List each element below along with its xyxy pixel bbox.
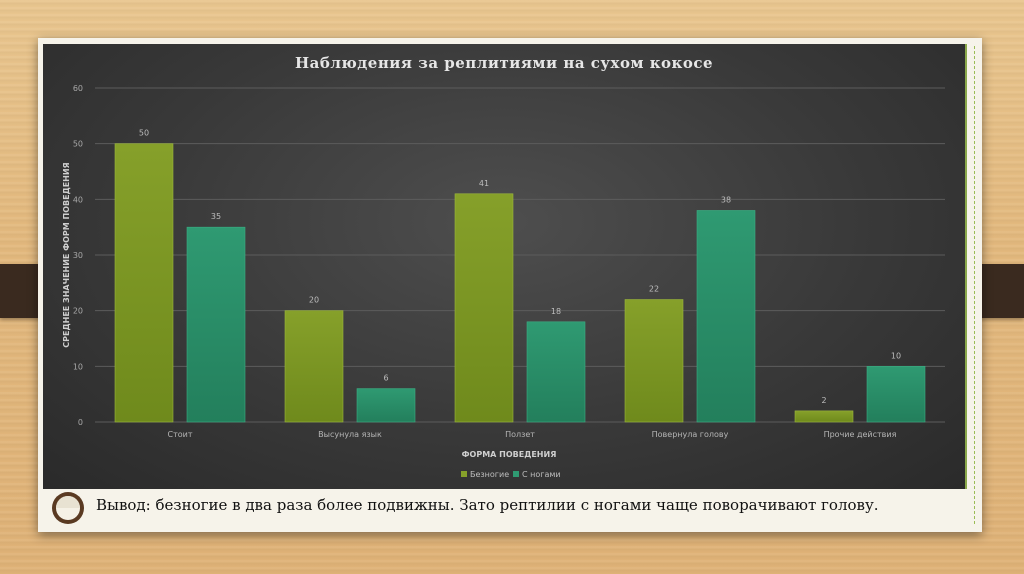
decorative-band-left <box>0 264 44 318</box>
chart-panel: Наблюдения за реплитиями на сухом кокосе… <box>43 44 967 489</box>
bar-chart: Наблюдения за реплитиями на сухом кокосе… <box>62 54 945 479</box>
chart-title: Наблюдения за реплитиями на сухом кокосе <box>295 54 713 72</box>
y-tick-label: 30 <box>73 251 83 260</box>
legend-label: Безногие <box>470 470 509 479</box>
x-tick-label: Высунула язык <box>318 430 382 439</box>
x-tick-label: Повернула голову <box>652 430 729 439</box>
decorative-band-right <box>978 264 1024 318</box>
bar-s-nogami <box>696 210 756 423</box>
y-tick-label: 10 <box>73 362 83 371</box>
data-label: 50 <box>139 129 149 138</box>
data-label: 38 <box>721 195 731 204</box>
x-axis-label: ФОРМА ПОВЕДЕНИЯ <box>462 450 557 459</box>
bar-bezngie <box>624 299 684 423</box>
data-label: 20 <box>309 296 319 305</box>
bar-bezngie <box>114 143 174 423</box>
y-tick-label: 50 <box>73 140 83 149</box>
data-label: 10 <box>891 351 901 360</box>
slide-accent-rule <box>974 46 977 524</box>
legend-swatch <box>461 471 467 477</box>
bar-bezngie <box>454 193 514 423</box>
bar-s-nogami <box>186 226 246 423</box>
x-tick-label: Стоит <box>168 430 193 439</box>
conclusion-text: Вывод: безногие в два раза более подвижн… <box>96 496 879 514</box>
data-label: 2 <box>821 396 826 405</box>
bar-s-nogami <box>866 366 926 423</box>
legend-swatch <box>513 471 519 477</box>
coconut-icon <box>50 490 86 526</box>
legend-label: С ногами <box>522 470 561 479</box>
data-label: 35 <box>211 212 221 221</box>
data-label: 6 <box>383 374 388 383</box>
bar-bezngie <box>284 310 344 423</box>
y-axis-label: СРЕДНЕЕ ЗНАЧЕНИЕ ФОРМ ПОВЕДЕНИЯ <box>62 162 71 347</box>
bar-s-nogami <box>356 388 416 423</box>
y-tick-label: 40 <box>73 195 83 204</box>
x-tick-label: Прочие действия <box>824 430 897 439</box>
bar-s-nogami <box>526 321 586 423</box>
data-label: 41 <box>479 179 489 188</box>
data-label: 22 <box>649 285 659 294</box>
y-tick-label: 0 <box>78 418 83 427</box>
data-label: 18 <box>551 307 561 316</box>
y-tick-label: 60 <box>73 84 83 93</box>
bar-bezngie <box>794 410 854 423</box>
x-tick-label: Ползет <box>505 430 535 439</box>
y-tick-label: 20 <box>73 307 83 316</box>
